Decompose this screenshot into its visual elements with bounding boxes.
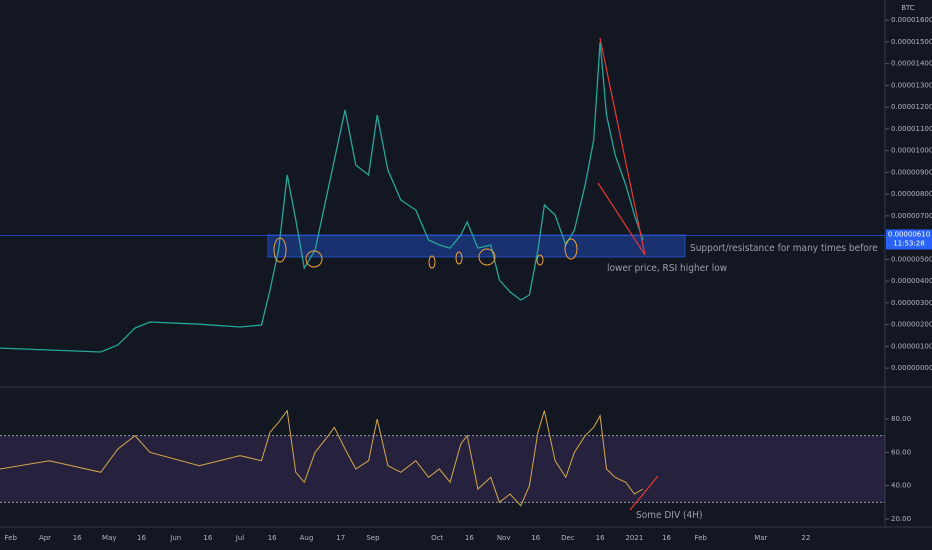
y-tick-label: 40.00 — [891, 482, 911, 490]
rsi-panel — [0, 387, 885, 527]
circle-marker — [273, 237, 287, 263]
last-price-box — [886, 229, 932, 250]
annotation: Some DIV (4H) — [636, 510, 702, 521]
trend-line — [629, 475, 659, 511]
y-tick-label: 0.00000000 — [891, 364, 932, 372]
x-tick-label: Jul — [235, 534, 245, 542]
circle-marker — [536, 254, 544, 266]
currency-label: BTC — [901, 4, 915, 12]
y-tick-label: 0.00000700 — [891, 212, 932, 220]
y-tick-label: 0.00000500 — [891, 255, 932, 263]
y-tick-label: 0.00001500 — [891, 38, 932, 46]
annotation: lower price, RSI higher low — [607, 263, 727, 274]
x-tick-label: Jun — [169, 534, 181, 542]
y-tick-label: 0.00000900 — [891, 168, 932, 176]
x-tick-label: Apr — [39, 534, 51, 542]
x-tick-label: 16 — [596, 534, 605, 542]
x-tick-label: Feb — [695, 534, 708, 542]
x-tick-label: 16 — [268, 534, 277, 542]
x-tick-label: 16 — [465, 534, 474, 542]
y-tick-label: 20.00 — [891, 515, 911, 523]
circle-marker — [478, 248, 496, 266]
y-tick-label: 80.00 — [891, 415, 911, 423]
x-tick-label: Mar — [754, 534, 767, 542]
last-price-label: 0.00000610 — [888, 230, 930, 238]
series-line — [0, 409, 644, 507]
y-tick-label: 0.00001000 — [891, 147, 932, 155]
x-tick-label: Aug — [300, 534, 314, 542]
drawings — [273, 37, 659, 511]
x-tick-label: 16 — [531, 534, 540, 542]
x-tick-label: 16 — [203, 534, 212, 542]
series-line — [0, 41, 644, 353]
circle-marker — [428, 255, 436, 269]
trend-line — [599, 37, 646, 256]
y-tick-label: 0.00001600 — [891, 16, 932, 24]
y-tick-label: 0.00000200 — [891, 321, 932, 329]
x-tick-label: 17 — [336, 534, 345, 542]
y-tick-label: 0.00001100 — [891, 125, 932, 133]
x-tick-label: Feb — [5, 534, 18, 542]
x-tick-label: Nov — [497, 534, 511, 542]
x-tick-label: 16 — [662, 534, 671, 542]
y-tick-label: 0.00001300 — [891, 81, 932, 89]
circle-marker — [305, 250, 323, 268]
rsi-band — [0, 435, 885, 503]
x-tick-label: 22 — [801, 534, 810, 542]
x-tick-label: 2021 — [625, 534, 643, 542]
y-tick-label: 0.00000800 — [891, 190, 932, 198]
annotation: Support/resistance for many times before — [690, 243, 878, 254]
x-tick-label: Oct — [431, 534, 443, 542]
trend-line — [597, 182, 646, 256]
x-tick-label: 16 — [73, 534, 82, 542]
y-tick-label: 0.00001400 — [891, 60, 932, 68]
circle-marker — [455, 251, 463, 265]
y-tick-label: 0.00000400 — [891, 277, 932, 285]
x-tick-label: May — [102, 534, 116, 542]
y-tick-label: 60.00 — [891, 448, 911, 456]
y-tick-label: 0.00000300 — [891, 299, 932, 307]
y-tick-label: 0.00000100 — [891, 342, 932, 350]
countdown-label: 11:53:28 — [893, 239, 924, 247]
x-tick-label: Sep — [366, 534, 380, 542]
x-tick-label: Dec — [561, 534, 575, 542]
y-tick-label: 0.00001200 — [891, 103, 932, 111]
circle-marker — [564, 238, 578, 260]
x-tick-label: 16 — [137, 534, 146, 542]
